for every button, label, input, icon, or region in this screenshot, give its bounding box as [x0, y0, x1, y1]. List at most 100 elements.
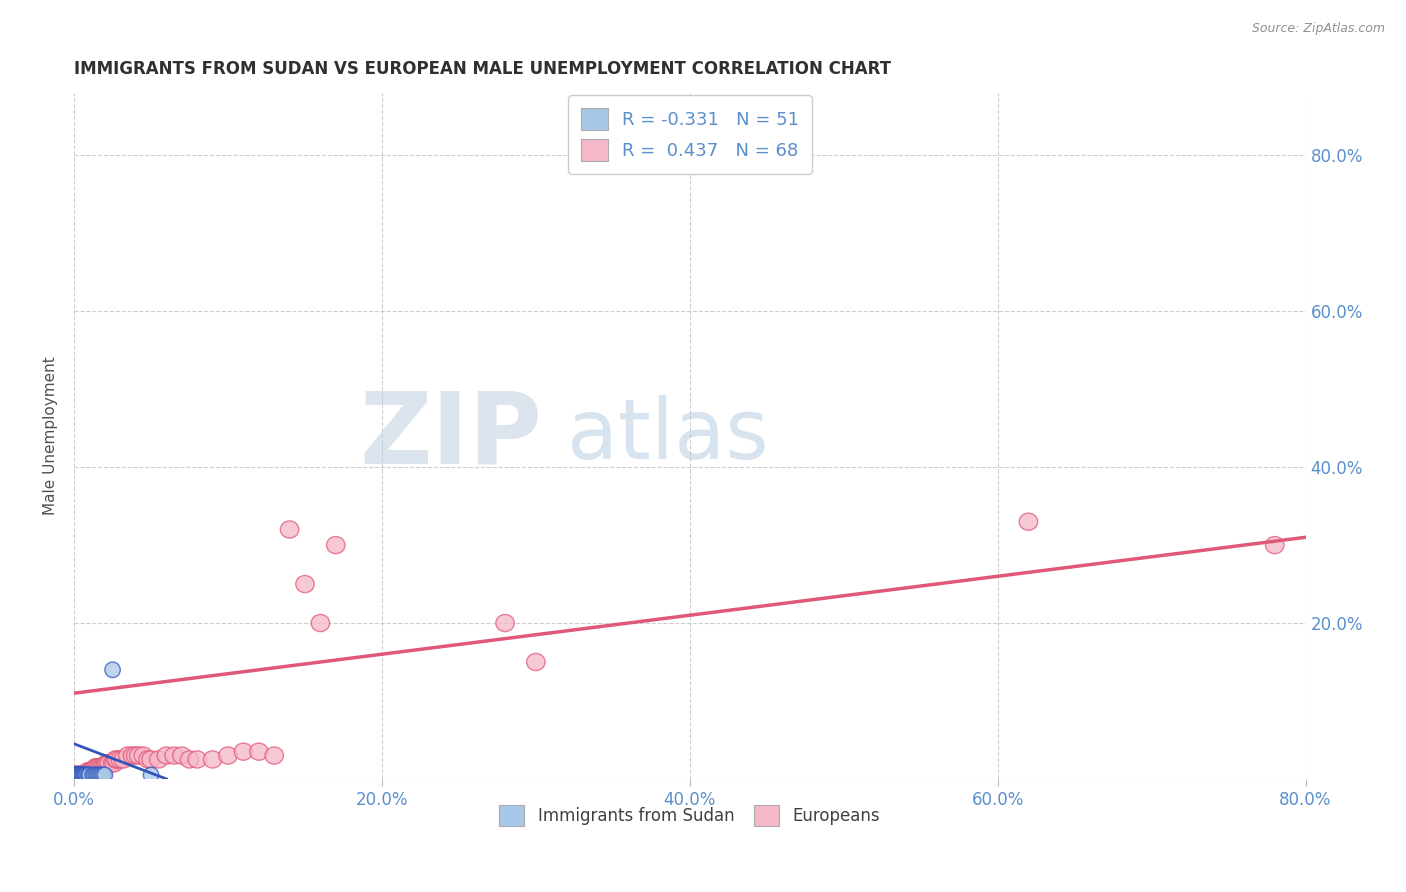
Ellipse shape: [69, 767, 84, 783]
Ellipse shape: [67, 766, 86, 783]
Ellipse shape: [73, 766, 91, 783]
Ellipse shape: [67, 767, 83, 783]
Ellipse shape: [280, 521, 299, 538]
Ellipse shape: [326, 536, 344, 554]
Ellipse shape: [188, 751, 207, 768]
Text: atlas: atlas: [567, 395, 769, 476]
Ellipse shape: [143, 767, 159, 783]
Ellipse shape: [98, 755, 117, 772]
Ellipse shape: [72, 767, 86, 783]
Ellipse shape: [527, 654, 546, 671]
Ellipse shape: [89, 767, 103, 783]
Ellipse shape: [72, 767, 86, 783]
Ellipse shape: [105, 662, 121, 678]
Ellipse shape: [173, 747, 191, 764]
Ellipse shape: [75, 767, 90, 783]
Ellipse shape: [1019, 513, 1038, 530]
Ellipse shape: [75, 766, 93, 783]
Ellipse shape: [180, 751, 198, 768]
Ellipse shape: [204, 751, 222, 768]
Ellipse shape: [91, 759, 110, 776]
Ellipse shape: [97, 755, 115, 772]
Ellipse shape: [69, 767, 84, 783]
Ellipse shape: [72, 766, 90, 783]
Ellipse shape: [69, 767, 84, 783]
Ellipse shape: [129, 747, 148, 764]
Ellipse shape: [311, 615, 329, 632]
Ellipse shape: [69, 766, 89, 783]
Ellipse shape: [80, 763, 98, 780]
Ellipse shape: [100, 755, 118, 772]
Ellipse shape: [80, 767, 96, 783]
Ellipse shape: [69, 766, 89, 783]
Ellipse shape: [67, 766, 86, 783]
Ellipse shape: [83, 763, 101, 780]
Ellipse shape: [295, 575, 314, 592]
Ellipse shape: [157, 747, 176, 764]
Ellipse shape: [149, 751, 167, 768]
Y-axis label: Male Unemployment: Male Unemployment: [44, 357, 58, 516]
Ellipse shape: [66, 766, 84, 783]
Ellipse shape: [250, 743, 269, 760]
Ellipse shape: [84, 763, 103, 780]
Legend: Immigrants from Sudan, Europeans: Immigrants from Sudan, Europeans: [492, 798, 887, 832]
Ellipse shape: [76, 767, 91, 783]
Ellipse shape: [73, 767, 89, 783]
Ellipse shape: [96, 759, 114, 776]
Ellipse shape: [96, 767, 111, 783]
Text: Source: ZipAtlas.com: Source: ZipAtlas.com: [1251, 22, 1385, 36]
Ellipse shape: [134, 747, 153, 764]
Ellipse shape: [124, 747, 142, 764]
Ellipse shape: [93, 759, 111, 776]
Ellipse shape: [76, 766, 94, 783]
Ellipse shape: [76, 766, 94, 783]
Ellipse shape: [235, 743, 253, 760]
Ellipse shape: [67, 766, 86, 783]
Ellipse shape: [86, 767, 101, 783]
Ellipse shape: [67, 767, 83, 783]
Ellipse shape: [219, 747, 238, 764]
Ellipse shape: [67, 766, 86, 783]
Ellipse shape: [69, 767, 84, 783]
Ellipse shape: [72, 766, 90, 783]
Ellipse shape: [91, 767, 107, 783]
Ellipse shape: [82, 767, 97, 783]
Ellipse shape: [67, 767, 83, 783]
Ellipse shape: [72, 767, 86, 783]
Ellipse shape: [67, 767, 83, 783]
Text: IMMIGRANTS FROM SUDAN VS EUROPEAN MALE UNEMPLOYMENT CORRELATION CHART: IMMIGRANTS FROM SUDAN VS EUROPEAN MALE U…: [75, 60, 891, 78]
Ellipse shape: [93, 767, 108, 783]
Ellipse shape: [72, 766, 90, 783]
Ellipse shape: [77, 767, 93, 783]
Ellipse shape: [1265, 536, 1284, 554]
Ellipse shape: [111, 751, 129, 768]
Ellipse shape: [67, 767, 83, 783]
Ellipse shape: [82, 763, 100, 780]
Ellipse shape: [73, 767, 89, 783]
Ellipse shape: [77, 766, 96, 783]
Ellipse shape: [79, 763, 97, 780]
Ellipse shape: [66, 766, 84, 783]
Ellipse shape: [73, 766, 91, 783]
Ellipse shape: [72, 767, 86, 783]
Ellipse shape: [72, 767, 86, 783]
Ellipse shape: [77, 767, 93, 783]
Ellipse shape: [142, 751, 160, 768]
Ellipse shape: [82, 767, 97, 783]
Ellipse shape: [107, 751, 125, 768]
Ellipse shape: [73, 766, 91, 783]
Ellipse shape: [69, 767, 84, 783]
Ellipse shape: [69, 767, 84, 783]
Ellipse shape: [89, 759, 107, 776]
Ellipse shape: [75, 767, 90, 783]
Ellipse shape: [165, 747, 183, 764]
Ellipse shape: [86, 759, 105, 776]
Ellipse shape: [66, 766, 84, 783]
Ellipse shape: [496, 615, 515, 632]
Ellipse shape: [73, 767, 89, 783]
Ellipse shape: [69, 766, 89, 783]
Ellipse shape: [69, 767, 84, 783]
Ellipse shape: [114, 751, 132, 768]
Ellipse shape: [94, 759, 112, 776]
Ellipse shape: [118, 747, 138, 764]
